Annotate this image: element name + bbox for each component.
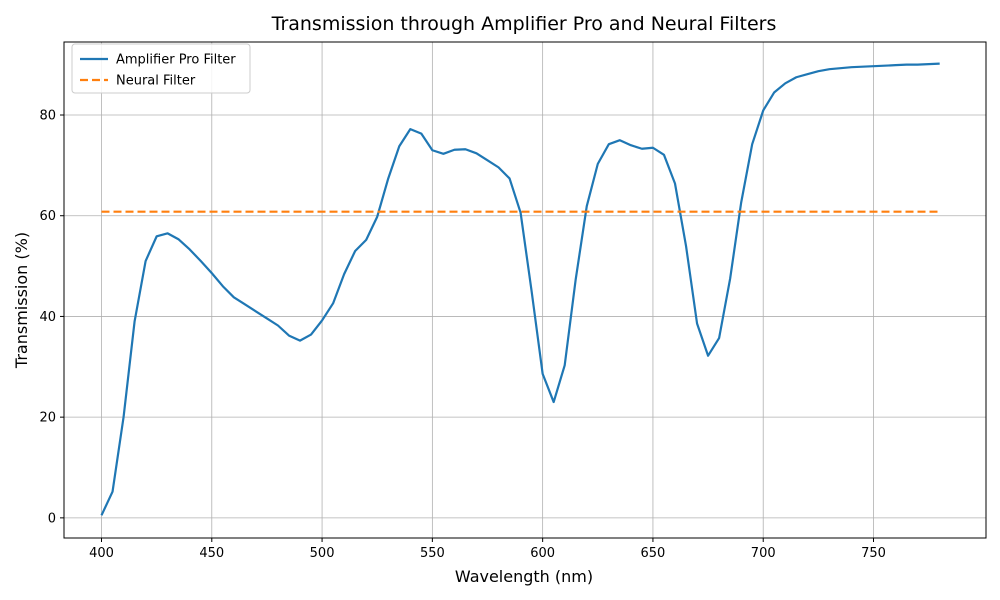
x-tick-label: 750 (861, 546, 886, 561)
chart-title: Transmission through Amplifier Pro and N… (271, 13, 777, 35)
series-line-amplifier-pro-filter (100, 62, 940, 516)
y-tick-label: 40 (39, 310, 56, 325)
x-tick-label: 550 (420, 546, 445, 561)
x-tick-label: 500 (310, 546, 335, 561)
series-layer (100, 62, 940, 516)
x-tick-label: 450 (199, 546, 224, 561)
legend: Amplifier Pro Filter Neural Filter (71, 43, 251, 94)
x-axis-label: Wavelength (nm) (455, 567, 593, 586)
plot-frame (63, 41, 987, 539)
x-tick-label: 400 (89, 546, 114, 561)
y-axis-label: Transmission (%) (12, 232, 31, 369)
legend-label: Neural Filter (116, 74, 196, 89)
x-tick-label: 700 (751, 546, 776, 561)
y-tick-label: 80 (39, 109, 56, 124)
y-tick-label: 0 (48, 511, 56, 526)
y-tick-label: 60 (39, 209, 56, 224)
legend-box (71, 43, 251, 94)
x-tick-label: 650 (641, 546, 666, 561)
y-tick-label: 20 (39, 411, 56, 426)
legend-label: Amplifier Pro Filter (116, 53, 236, 68)
x-tick-label: 600 (530, 546, 555, 561)
grid (64, 42, 986, 538)
axes: 400 450 500 550 600 650 700 750 0 20 40 60 80 (39, 41, 987, 561)
